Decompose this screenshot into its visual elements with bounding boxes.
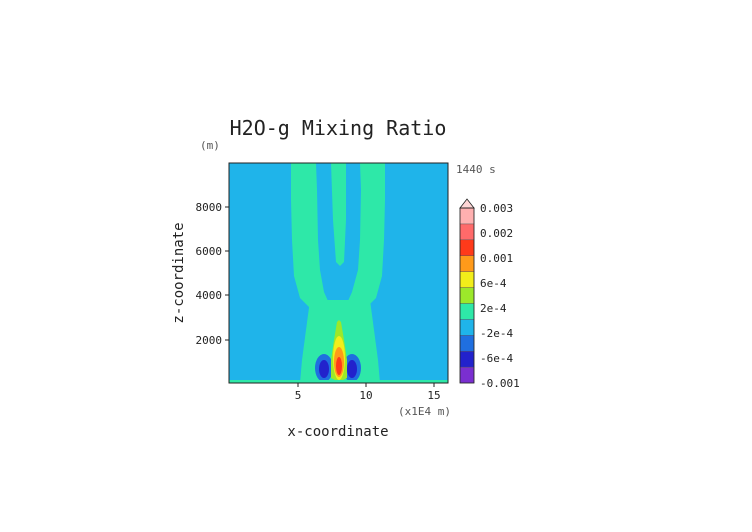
x-tick-label: 10 [359,389,372,402]
y-unit-note: (m) [200,139,220,152]
colorbar-block [459,335,475,352]
colorbar-tick-label: 2e-4 [480,302,507,315]
time-label: 1440 s [456,163,496,176]
colorbar-tick-label: 0.002 [480,227,513,240]
colorbar-tick-label: 0.003 [480,202,513,215]
y-tick-label: 8000 [196,201,223,214]
plot-area [229,163,448,383]
plume-center-column [331,163,346,266]
negative-lobe-left-core [319,360,329,378]
x-tick-label: 5 [295,389,302,402]
y-tick-label: 6000 [196,245,223,258]
colorbar-block [459,223,475,241]
colorbar-tick-label: -2e-4 [480,327,513,340]
colorbar-block [459,207,475,225]
colorbar-tick-label: -0.001 [480,377,520,390]
colorbar-frame [459,207,475,384]
colorbar-tick-label: -6e-4 [480,352,513,365]
colorbar-tick-label: 6e-4 [480,277,507,290]
y-axis: 2000 4000 6000 8000 [196,201,229,347]
plume-left-branch [291,163,336,330]
surface-strip [229,380,448,383]
colorbar-extension-triangle [459,198,475,209]
x-axis: 5 10 15 [295,383,441,402]
y-tick-label: 4000 [196,289,223,302]
y-tick-label: 2000 [196,334,223,347]
plume-core-red [336,357,342,375]
plot-frame [228,162,449,384]
negative-lobe-right-core [347,360,357,378]
colorbar-tick-label: 0.001 [480,252,513,265]
x-unit-note: (x1E4 m) [398,405,451,418]
x-axis-label: x-coordinate [287,424,388,440]
colorbar [459,198,475,384]
colorbar-block [459,271,475,288]
colorbar-block [459,255,475,272]
x-tick-label: 15 [427,389,440,402]
y-axis-label: z-coordinate [171,222,187,323]
plume-right-branch [340,163,385,330]
colorbar-block [459,366,475,384]
colorbar-block [459,350,475,368]
colorbar-labels: 0.003 0.002 0.001 6e-4 2e-4 -2e-4 -6e-4 -0.001 [480,202,520,390]
colorbar-block [459,303,475,320]
chart-title: H2O-g Mixing Ratio [230,116,447,140]
colorbar-block [459,287,475,304]
colorbar-block [459,239,475,256]
colorbar-block [459,319,475,336]
